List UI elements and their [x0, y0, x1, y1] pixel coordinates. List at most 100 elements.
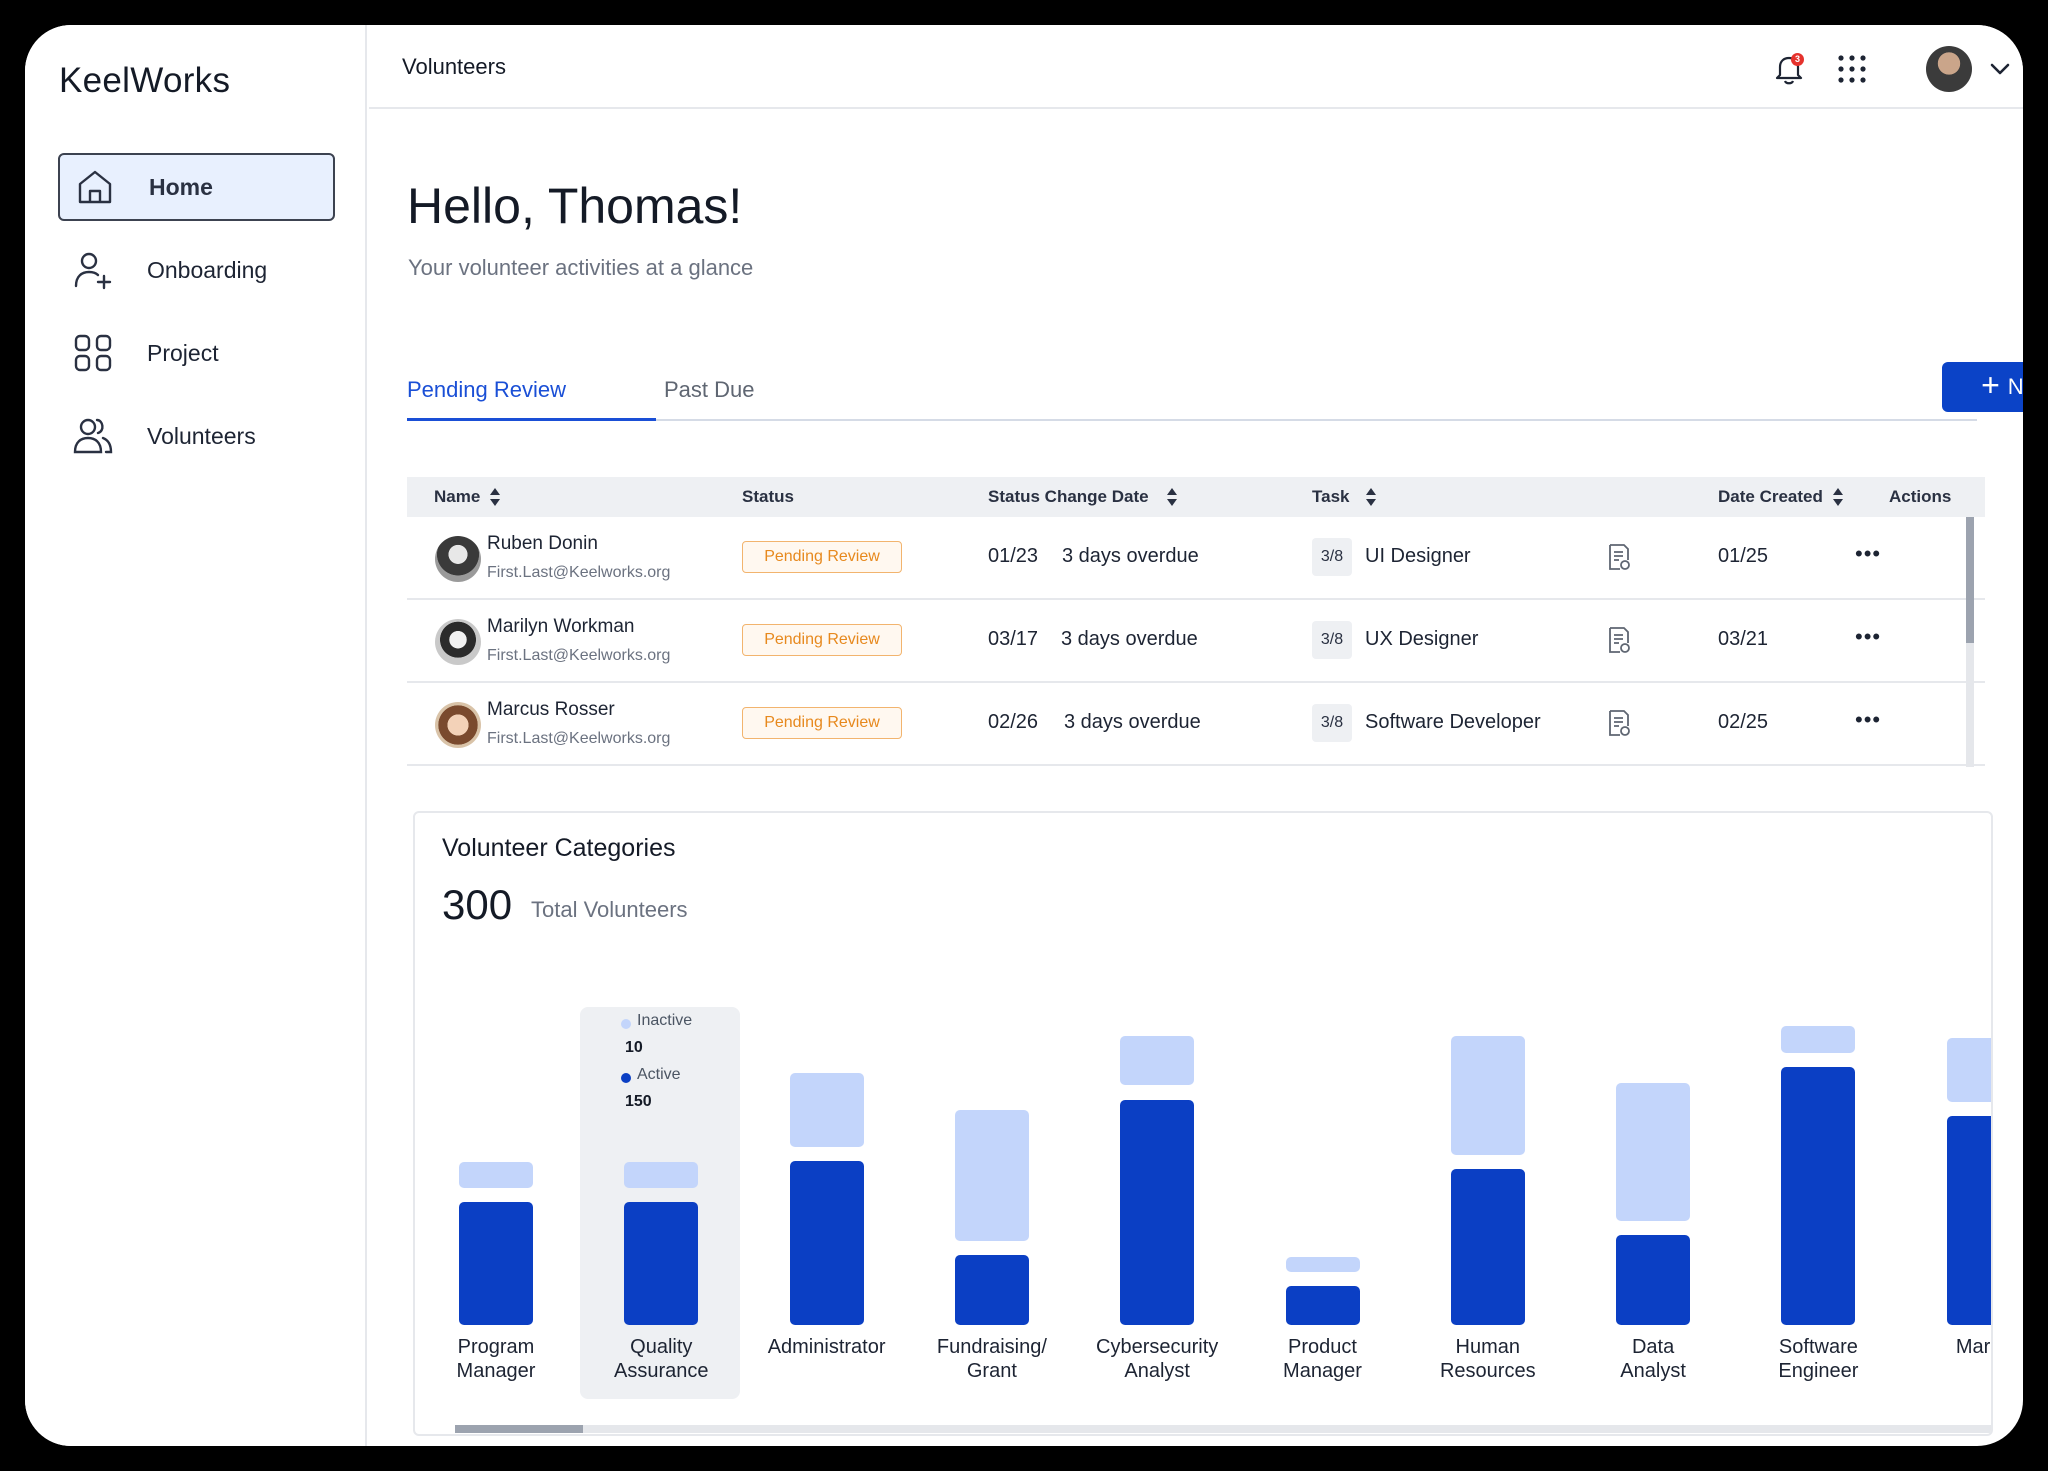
table-row[interactable]: Marilyn Workman First.Last@Keelworks.org… — [407, 600, 1985, 683]
document-icon[interactable] — [1607, 626, 1631, 660]
home-icon — [73, 165, 117, 209]
category-label: Data Analyst — [1620, 1336, 1686, 1382]
tooltip-active-label: Active — [637, 1066, 681, 1083]
status-change-date: 01/23 — [988, 545, 1039, 567]
breadcrumb: Volunteers — [402, 54, 506, 79]
chart-scrollbar[interactable] — [455, 1425, 1991, 1433]
status-change-date: 03/17 — [988, 628, 1039, 650]
sort-icon — [1365, 488, 1376, 506]
task-name: Software Developer — [1365, 711, 1541, 733]
date-created: 01/25 — [1718, 545, 1769, 567]
main-content: Hello, Thomas! Your volunteer activities… — [369, 111, 2023, 1446]
sidebar-item-label: Project — [147, 339, 219, 366]
category-label: Fundraising/Grant — [936, 1336, 1047, 1382]
volunteer-email: First.Last@Keelworks.org — [487, 647, 671, 664]
new-volunteer-button[interactable]: + New Volunteer — [1942, 362, 2023, 412]
sidebar-item-label: Onboarding — [147, 256, 268, 283]
sort-icon — [490, 488, 501, 506]
category-label: Program Manager — [456, 1336, 536, 1382]
notification-bell-icon[interactable]: 3 — [1769, 49, 1809, 89]
column-header-status: Status — [742, 487, 794, 506]
app-logo: KeelWorks — [59, 61, 231, 100]
bar-active[interactable] — [954, 1255, 1029, 1325]
bar-active[interactable] — [1616, 1234, 1691, 1325]
bar-inactive[interactable] — [1285, 1256, 1360, 1272]
volunteer-email: First.Last@Keelworks.org — [487, 730, 671, 747]
bar-active[interactable] — [1285, 1285, 1360, 1325]
more-actions-icon[interactable]: ••• — [1855, 541, 1882, 566]
bar-active[interactable] — [1120, 1099, 1195, 1325]
avatar — [435, 702, 481, 748]
page-subtitle: Your volunteer activities at a glance — [408, 255, 754, 280]
bar-active[interactable] — [1946, 1115, 1991, 1325]
table-scrollbar[interactable] — [1966, 517, 1974, 767]
user-avatar[interactable] — [1926, 46, 1972, 92]
document-icon[interactable] — [1607, 543, 1631, 577]
column-header-status-change-date[interactable]: Status Change Date — [988, 487, 1177, 507]
apps-grid-icon[interactable] — [1832, 49, 1872, 89]
top-bar: Volunteers 3 — [369, 25, 2023, 109]
column-header-task[interactable]: Task — [1312, 487, 1376, 507]
volunteer-categories-card: Program Manager Quality Assurance Administra… — [413, 811, 1993, 1436]
active-legend-dot — [621, 1073, 631, 1083]
column-header-name[interactable]: Name — [434, 487, 501, 507]
overdue-text: 3 days overdue — [1061, 628, 1198, 650]
card-title: Volunteer Categories — [442, 834, 676, 862]
sidebar-item-label: Volunteers — [147, 422, 256, 449]
bar-active[interactable] — [624, 1202, 699, 1325]
tab-past-due[interactable]: Past Due — [664, 377, 755, 402]
bar-inactive[interactable] — [1616, 1083, 1691, 1221]
category-label: Human Resources — [1439, 1336, 1536, 1382]
column-header-date-created[interactable]: Date Created — [1718, 487, 1843, 507]
total-count: 300 — [442, 881, 513, 928]
total-label: Total Volunteers — [531, 897, 688, 922]
date-created: 02/25 — [1718, 711, 1769, 733]
scrollbar-thumb[interactable] — [455, 1425, 583, 1433]
sidebar-item-home[interactable]: Home — [58, 153, 335, 221]
bar-inactive[interactable] — [1450, 1036, 1525, 1156]
categories-chart: Program Manager Quality Assurance Administra… — [415, 813, 1991, 1434]
bar-inactive[interactable] — [1946, 1037, 1991, 1102]
sidebar-item-label: Home — [149, 173, 213, 200]
bar-inactive[interactable] — [624, 1161, 699, 1188]
bar-inactive[interactable] — [954, 1110, 1029, 1242]
review-tabs: Pending Review Past Due — [407, 373, 1977, 421]
tooltip-active-value: 150 — [625, 1093, 652, 1110]
bar-inactive[interactable] — [789, 1073, 864, 1147]
sidebar: KeelWorks Home Onboarding — [25, 25, 367, 1446]
volunteer-name: Ruben Donin — [487, 533, 598, 554]
bar-inactive[interactable] — [1120, 1036, 1195, 1086]
bar-inactive[interactable] — [1781, 1026, 1856, 1053]
more-actions-icon[interactable]: ••• — [1855, 707, 1882, 732]
bar-active[interactable] — [1781, 1066, 1856, 1325]
bar-active[interactable] — [789, 1161, 864, 1325]
volunteer-table: Name Status Status Change Date Task Date… — [407, 477, 1985, 766]
page-title: Hello, Thomas! — [407, 178, 743, 234]
table-row[interactable]: Marcus Rosser First.Last@Keelworks.org P… — [407, 683, 1985, 766]
sidebar-item-onboarding[interactable]: Onboarding — [58, 236, 335, 304]
app-screen: KeelWorks Home Onboarding — [25, 25, 2023, 1446]
bar-inactive[interactable] — [459, 1161, 533, 1188]
category-label: Quality Assurance — [614, 1336, 709, 1382]
category-label: Marke — [1955, 1336, 1991, 1358]
table-row[interactable]: Ruben Donin First.Last@Keelworks.org Pen… — [407, 517, 1985, 600]
grid-icon — [71, 331, 115, 375]
more-actions-icon[interactable]: ••• — [1855, 624, 1882, 649]
tab-pending-review[interactable]: Pending Review — [407, 373, 656, 421]
tooltip-inactive-label: Inactive — [637, 1012, 693, 1029]
document-icon[interactable] — [1607, 709, 1631, 743]
status-badge: Pending Review — [742, 624, 902, 656]
task-name: UX Designer — [1365, 628, 1479, 650]
user-plus-icon — [71, 248, 115, 292]
category-label: Software Engineer — [1778, 1336, 1859, 1382]
bar-active[interactable] — [459, 1202, 533, 1325]
sidebar-item-project[interactable]: Project — [58, 319, 335, 387]
scrollbar-thumb[interactable] — [1966, 517, 1974, 643]
chevron-down-icon[interactable] — [1980, 49, 2020, 89]
task-count-badge: 3/8 — [1312, 621, 1352, 659]
status-badge: Pending Review — [742, 707, 902, 739]
task-name: UI Designer — [1365, 545, 1471, 567]
sidebar-item-volunteers[interactable]: Volunteers — [58, 402, 335, 470]
bar-active[interactable] — [1450, 1169, 1525, 1325]
table-header: Name Status Status Change Date Task Date… — [407, 477, 1985, 517]
